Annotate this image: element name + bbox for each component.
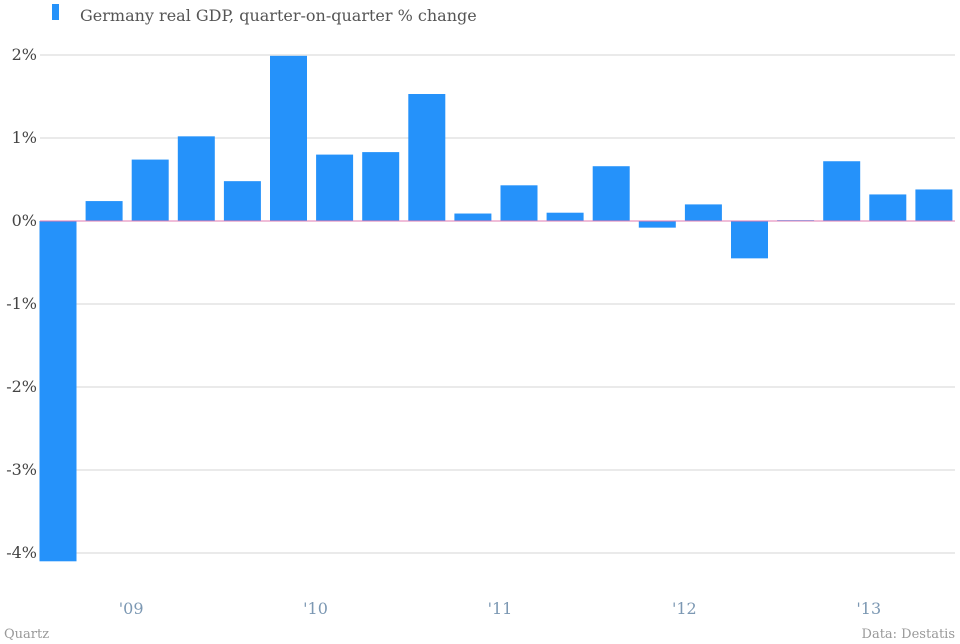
x-axis-ticks: '09 '10 '11 '12 '13	[119, 599, 881, 618]
y-tick-label: 0%	[12, 211, 37, 230]
bar	[869, 194, 907, 221]
bar	[684, 204, 722, 221]
bar	[270, 55, 307, 221]
bar	[177, 136, 215, 221]
bar	[39, 221, 77, 562]
legend-label: Germany real GDP, quarter-on-quarter % c…	[80, 6, 477, 25]
bar	[408, 94, 446, 221]
bar	[731, 221, 768, 259]
bar	[454, 213, 492, 221]
y-tick-label: 2%	[12, 45, 37, 64]
x-tick-label: '13	[856, 599, 881, 618]
bar	[316, 154, 354, 221]
bar	[500, 185, 538, 221]
grid-lines	[40, 54, 955, 554]
bar	[638, 221, 676, 228]
footer-source: Data: Destatis	[862, 627, 955, 642]
y-tick-label: 1%	[12, 128, 37, 147]
bars	[39, 55, 953, 562]
bar	[915, 189, 953, 221]
bar	[131, 159, 169, 221]
y-axis-ticks: 2% 1% 0% -1% -2% -3% -4%	[6, 45, 37, 562]
bar	[85, 201, 123, 221]
x-tick-label: '10	[303, 599, 328, 618]
y-tick-label: -2%	[6, 377, 37, 396]
x-tick-label: '12	[672, 599, 697, 618]
footer-credit: Quartz	[4, 627, 49, 642]
legend: Germany real GDP, quarter-on-quarter % c…	[52, 4, 477, 25]
y-tick-label: -1%	[6, 294, 37, 313]
bar	[592, 166, 630, 221]
x-tick-label: '11	[488, 599, 513, 618]
y-tick-label: -3%	[6, 460, 37, 479]
y-tick-label: -4%	[6, 543, 37, 562]
bar	[362, 152, 400, 221]
bar	[546, 212, 584, 221]
bar	[223, 181, 261, 221]
bar	[823, 161, 861, 221]
x-tick-label: '09	[119, 599, 144, 618]
legend-swatch	[52, 4, 59, 20]
